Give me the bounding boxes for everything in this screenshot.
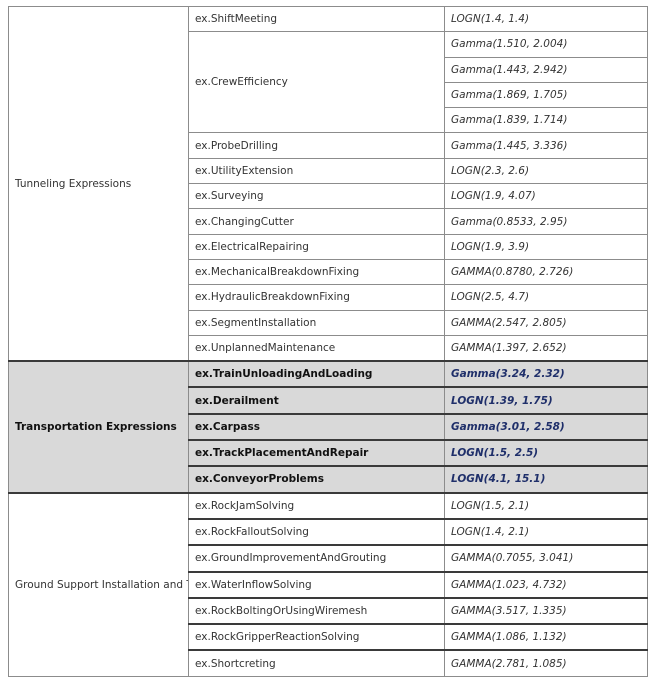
expression-name: ex.UnplannedMaintenance: [188, 334, 445, 362]
distribution-value: LOGN(1.5, 2.1): [444, 491, 648, 520]
expression-name: ex.UtilityExtension: [188, 157, 445, 185]
section-label: Tunneling Expressions: [8, 6, 189, 362]
table-row: ex.UtilityExtension LOGN(2.3, 2.6): [9, 157, 648, 185]
distribution-value: GAMMA(1.023, 4.732): [444, 570, 648, 599]
distribution-value: Gamma(3.24, 2.32): [444, 360, 648, 388]
table-row: ex.SegmentInstallation GAMMA(2.547, 2.805…: [9, 309, 648, 336]
distribution-value: Gamma(3.01, 2.58): [444, 412, 648, 441]
expression-name: ex.ChangingCutter: [188, 208, 445, 235]
expression-name: ex.RockFalloutSolving: [188, 517, 445, 546]
distribution-value: GAMMA(3.517, 1.335): [444, 596, 648, 625]
expression-name: ex.TrackPlacementAndRepair: [188, 439, 445, 467]
table-row: ex.MechanicalBreakdownFixing GAMMA(0.8780…: [9, 258, 648, 286]
distribution-value: LOGN(1.9, 4.07): [444, 183, 648, 210]
table-row: ex.RockGripperReactionSolving GAMMA(1.086…: [9, 623, 648, 651]
distribution-value: LOGN(1.39, 1.75): [444, 386, 648, 415]
expression-name: ex.RockBoltingOrUsingWiremesh: [188, 596, 445, 625]
distribution-value: GAMMA(1.397, 2.652): [444, 334, 648, 362]
distribution-value: LOGN(1.5, 2.5): [444, 439, 648, 467]
section-group: Transportation Expressions ex.TrainUnload…: [8, 360, 648, 494]
distribution-value: Gamma(1.443, 2.942): [444, 56, 648, 83]
distribution-value: LOGN(2.3, 2.6): [444, 157, 648, 185]
distribution-value: GAMMA(0.7055, 3.041): [444, 544, 648, 573]
expression-name: ex.TrainUnloadingAndLoading: [188, 360, 445, 388]
table-row: ex.ElectricalRepairing LOGN(1.9, 3.9): [9, 233, 648, 260]
expression-name: ex.RockJamSolving: [188, 491, 445, 520]
expression-name: ex.GroundImprovementAndGrouting: [188, 544, 445, 573]
expression-name: ex.Shortcreting: [188, 649, 445, 677]
expression-name: ex.ConveyorProblems: [188, 465, 445, 494]
table-row: Ground Support Installation and Troubles…: [8, 491, 648, 677]
distribution-value: LOGN(1.4, 2.1): [444, 517, 648, 546]
expression-name: ex.SegmentInstallation: [188, 309, 445, 336]
section-group: Tunneling Expressions ex.ShiftMeeting LOGN…: [8, 5, 648, 362]
distribution-value: Gamma(1.510, 2.004): [444, 31, 648, 58]
distribution-value: Gamma(1.839, 1.714): [444, 107, 648, 134]
distribution-value: GAMMA(2.547, 2.805): [444, 309, 648, 336]
table-row: ex.ProbeDrilling Gamma(1.445, 3.336): [9, 132, 648, 159]
section-label: Transportation Expressions: [8, 360, 189, 494]
table-row: Gamma(1.869, 1.705): [9, 81, 648, 109]
expression-name: ex.WaterInflowSolving: [188, 570, 445, 599]
distribution-value: Gamma(0.8533, 2.95): [444, 208, 648, 235]
table-row: ex.GroundImprovementAndGrouting GAMMA(0.7…: [9, 544, 648, 573]
section-label: Ground Support Installation and Troubles…: [8, 491, 189, 677]
distribution-value: LOGN(4.1, 15.1): [444, 465, 648, 494]
table-row: ex.Surveying LOGN(1.9, 4.07): [9, 183, 648, 210]
distribution-value: LOGN(1.4, 1.4): [444, 5, 648, 33]
table-row: Transportation Expressions ex.TrainUnload…: [8, 360, 648, 494]
table-row: ex.CrewEfficiency Gamma(1.510, 2.004): [9, 31, 648, 134]
distribution-value: Gamma(1.869, 1.705): [444, 81, 648, 109]
table-row: Tunneling Expressions ex.ShiftMeeting LOGN…: [8, 5, 648, 362]
expressions-table: Tunneling Expressions ex.ShiftMeeting LOGN…: [8, 5, 648, 677]
distribution-value: GAMMA(0.8780, 2.726): [444, 258, 648, 286]
distribution-value: GAMMA(1.086, 1.132): [444, 623, 648, 651]
section-group: Ground Support Installation and Troubles…: [8, 491, 648, 677]
expression-name: ex.CrewEfficiency: [188, 31, 445, 134]
table-row: Gamma(1.839, 1.714): [9, 107, 648, 134]
expression-name: ex.RockGripperReactionSolving: [188, 623, 445, 651]
expression-name: ex.Surveying: [188, 183, 445, 210]
table-row: ex.Derailment LOGN(1.39, 1.75): [9, 386, 648, 415]
expression-name: ex.Carpass: [188, 412, 445, 441]
expression-name: ex.HydraulicBreakdownFixing: [188, 284, 445, 311]
expression-name: ex.Derailment: [188, 386, 445, 415]
table-row: ex.UnplannedMaintenance GAMMA(1.397, 2.65…: [9, 334, 648, 362]
table-row: ex.WaterInflowSolving GAMMA(1.023, 4.732): [9, 570, 648, 599]
expression-name: ex.ShiftMeeting: [188, 5, 445, 33]
expression-name: ex.ElectricalRepairing: [188, 233, 445, 260]
distribution-value: Gamma(1.445, 3.336): [444, 132, 648, 159]
table-row: ex.Carpass Gamma(3.01, 2.58): [9, 412, 648, 441]
expression-name: ex.MechanicalBreakdownFixing: [188, 258, 445, 286]
distribution-value: LOGN(2.5, 4.7): [444, 284, 648, 311]
distribution-value: LOGN(1.9, 3.9): [444, 233, 648, 260]
distribution-value: GAMMA(2.781, 1.085): [444, 649, 648, 677]
table-row: ex.ChangingCutter Gamma(0.8533, 2.95): [9, 208, 648, 235]
expression-name: ex.ProbeDrilling: [188, 132, 445, 159]
